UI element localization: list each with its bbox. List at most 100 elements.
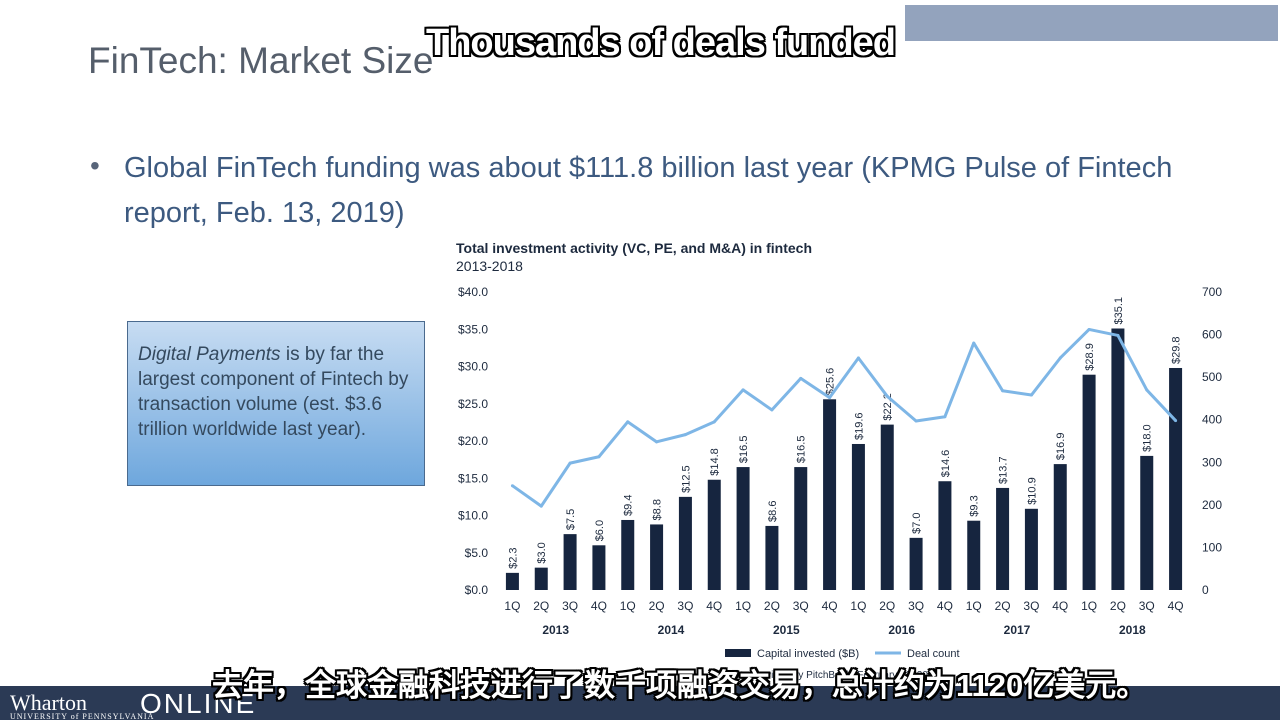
y-left-tick-label: $25.0 (458, 397, 488, 411)
bar-value-label: $14.8 (709, 448, 721, 476)
x-tick-label: 4Q (1052, 599, 1068, 613)
deal-count-point (1058, 356, 1062, 360)
x-year-label: 2018 (1119, 623, 1146, 637)
x-tick-label: 4Q (706, 599, 722, 613)
chart-bar (563, 534, 577, 590)
x-tick-label: 2Q (879, 599, 895, 613)
x-tick-label: 2Q (995, 599, 1011, 613)
x-tick-label: 1Q (966, 599, 982, 613)
chart-bar (1111, 328, 1125, 590)
x-tick-label: 3Q (1023, 599, 1039, 613)
chart-bar (707, 479, 721, 590)
bar-value-label: $16.5 (738, 436, 750, 464)
x-tick-label: 2Q (1110, 599, 1126, 613)
chart-bar (794, 467, 808, 590)
y-left-tick-label: $20.0 (458, 434, 488, 448)
bar-value-label: $14.6 (940, 450, 952, 478)
x-tick-label: 2Q (533, 599, 549, 613)
deal-count-point (1087, 327, 1091, 331)
chart-bar (592, 545, 606, 590)
chart-bar (938, 481, 952, 590)
callout-box: Digital Payments is by far the largest c… (127, 321, 425, 486)
bar-value-label: $8.8 (652, 499, 664, 520)
deal-count-line (511, 327, 1177, 508)
subtitle-caption-bottom: 去年，全球金融科技进行了数千项融资交易，总计约为1120亿美元。 (212, 668, 1148, 703)
chart-bar (1053, 464, 1067, 590)
y-right-tick-label: 300 (1202, 455, 1222, 469)
chart-bar (1082, 374, 1096, 590)
x-tick-label: 3Q (1139, 599, 1155, 613)
y-left-tick-label: $30.0 (458, 360, 488, 374)
x-tick-label: 1Q (1081, 599, 1097, 613)
x-tick-label: 3Q (677, 599, 693, 613)
subtitle-caption-top: Thousands of deals funded (426, 22, 896, 64)
top-decor-bar (905, 5, 1278, 41)
bar-value-label: $16.9 (1055, 433, 1067, 461)
y-right-tick-label: 100 (1202, 540, 1222, 554)
y-right-tick-label: 200 (1202, 498, 1222, 512)
deal-count-point (828, 396, 832, 400)
deal-count-point (510, 484, 514, 488)
x-tick-label: 2Q (649, 599, 665, 613)
source-note: ata provided by PitchBook) February 13, … (735, 670, 940, 681)
deal-count-point (770, 408, 774, 412)
legend-bar-swatch (725, 649, 751, 657)
x-tick-label: 1Q (850, 599, 866, 613)
investment-chart: $0.0 $5.0 $10.0 $15.0 $20.0 $25.0 $30.0 $35.0 $4… (458, 285, 1222, 660)
y-left-tick-label: $35.0 (458, 322, 488, 336)
y-right-tick-label: 600 (1202, 328, 1222, 342)
deal-count-point (1001, 389, 1005, 393)
deal-count-point (972, 341, 976, 345)
x-year-label: 2015 (773, 623, 800, 637)
x-tick-label: 3Q (793, 599, 809, 613)
deal-count-point (539, 504, 543, 508)
x-tick-label: 4Q (822, 599, 838, 613)
x-tick-label: 1Q (620, 599, 636, 613)
bar-value-label: $6.0 (594, 520, 606, 541)
deal-count-point (655, 440, 659, 444)
chart-bar (967, 520, 981, 590)
y-right-tick-label: 700 (1202, 285, 1222, 299)
bar-value-label: $8.6 (767, 501, 779, 522)
x-tick-label: 2Q (764, 599, 780, 613)
chart-bar (996, 487, 1010, 590)
bar-value-label: $18.0 (1142, 424, 1154, 452)
chart-title: Total investment activity (VC, PE, and M… (456, 240, 813, 256)
chart-bar (678, 496, 692, 590)
y-left-tick-label: $5.0 (465, 546, 489, 560)
bullet-text: Global FinTech funding was about $111.8 … (124, 152, 1173, 229)
y-right-tick-label: 400 (1202, 413, 1222, 427)
chart-subtitle: 2013-2018 (456, 258, 523, 274)
bar-value-label: $25.6 (825, 368, 837, 396)
bar-value-label: $2.3 (507, 547, 519, 568)
deal-count-point (1145, 388, 1149, 392)
footer-bar (0, 686, 1280, 720)
x-year-label: 2013 (542, 623, 569, 637)
chart-bar (1140, 455, 1154, 590)
chart-bar (621, 519, 635, 590)
online-label: ONLINE (140, 688, 257, 719)
bar-value-label: $3.0 (536, 542, 548, 563)
deal-count-point (914, 419, 918, 423)
x-tick-label: 3Q (562, 599, 578, 613)
x-tick-label: 4Q (591, 599, 607, 613)
y-right-tick-label: 0 (1202, 583, 1209, 597)
deal-count-point (683, 433, 687, 437)
deal-count-point (1116, 333, 1120, 337)
chart-bar (736, 467, 750, 590)
deal-count-point (1174, 419, 1178, 423)
chart-bar (505, 572, 519, 590)
deal-count-point (799, 376, 803, 380)
deal-count-point (626, 420, 630, 424)
deal-count-point (568, 461, 572, 465)
x-tick-label: 1Q (504, 599, 520, 613)
chart-bar (534, 567, 548, 590)
bar-value-label: $28.9 (1084, 343, 1096, 371)
callout-emphasis: Digital Payments (138, 344, 281, 365)
chart-bar (851, 443, 865, 590)
x-year-label: 2014 (658, 623, 685, 637)
bar-value-label: $9.4 (623, 495, 635, 516)
bullet-icon: • (90, 150, 100, 181)
y-left-tick-label: $15.0 (458, 471, 488, 485)
bar-value-label: $16.5 (796, 436, 808, 464)
